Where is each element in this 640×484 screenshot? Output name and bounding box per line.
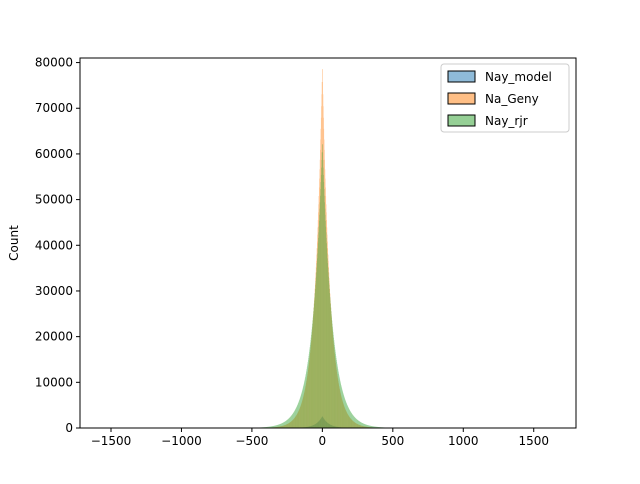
x-tick-label: −1000 [161,434,202,448]
legend: Nay_model Na_Geny Nay_rjr [441,64,569,132]
y-axis-label: Count [7,225,21,261]
x-tick-label: 0 [319,434,327,448]
x-tick-label: 500 [381,434,404,448]
y-tick-label: 20000 [35,330,73,344]
x-tick-label: −1500 [91,434,132,448]
y-tick-label: 40000 [35,238,73,252]
series-Nay_rjr [255,144,390,428]
legend-swatch [448,115,475,126]
x-tick-label: 1000 [448,434,479,448]
legend-label: Nay_rjr [485,114,528,128]
x-axis: −1500 −1000 −500 0 500 1000 1500 [91,428,549,448]
bars-layer [255,69,390,428]
y-tick-label: 50000 [35,193,73,207]
y-tick-label: 10000 [35,375,73,389]
y-tick-label: 70000 [35,101,73,115]
y-axis: 0 10000 20000 30000 40000 50000 60000 70000 8000… [35,56,80,435]
y-tick-label: 30000 [35,284,73,298]
legend-label: Na_Geny [485,92,539,106]
x-tick-label: −500 [235,434,268,448]
legend-swatch [448,71,475,82]
y-tick-label: 80000 [35,56,73,70]
y-tick-label: 0 [65,421,73,435]
y-tick-label: 60000 [35,147,73,161]
x-tick-label: 1500 [518,434,549,448]
legend-label: Nay_model [485,70,552,84]
legend-swatch [448,93,475,104]
